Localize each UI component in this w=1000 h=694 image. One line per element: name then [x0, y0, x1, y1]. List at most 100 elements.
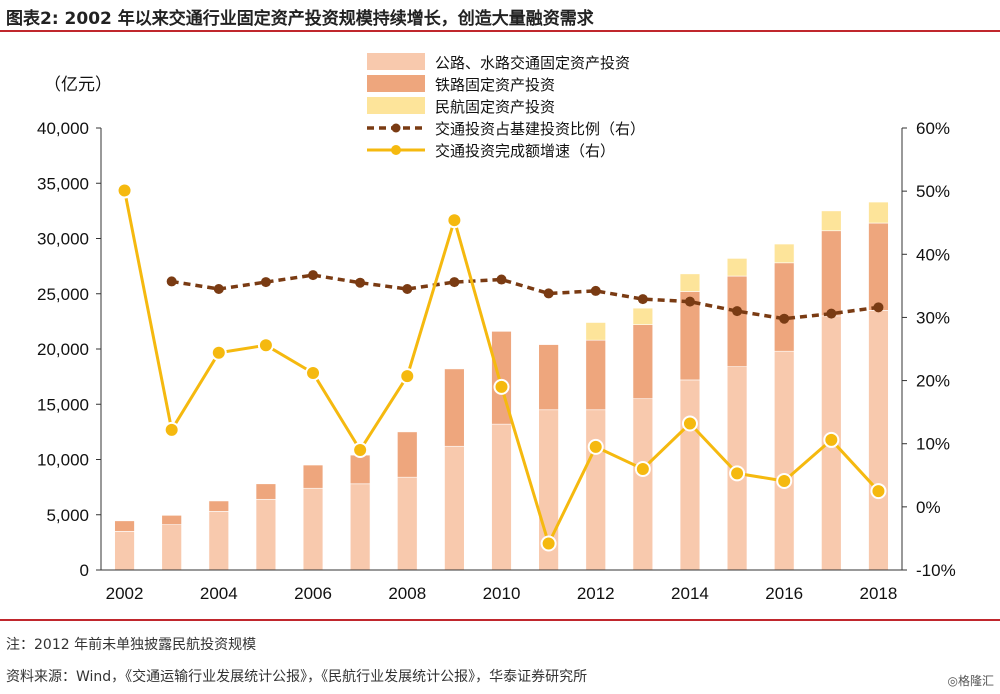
y-tick-label: 5,000 [46, 506, 89, 525]
share-point [166, 276, 177, 287]
growth-point [210, 344, 227, 361]
bar-railway [114, 520, 135, 532]
y-tick-label: 15,000 [37, 395, 89, 414]
bar-highway [208, 511, 229, 571]
bar-railway [208, 500, 229, 512]
bar-highway [302, 487, 324, 571]
growth-point [870, 483, 887, 500]
growth-point [163, 421, 180, 438]
legend-aviation-label: 民航固定资产投资 [435, 98, 555, 116]
growth-point [446, 212, 463, 229]
y2-tick-label: -10% [916, 561, 956, 580]
title-rule [0, 30, 1000, 32]
share-point [637, 294, 648, 305]
legend-growth-line-label: 交通投资完成额增速（右） [435, 142, 615, 160]
bar-aviation [821, 210, 842, 232]
bar-highway [397, 476, 418, 571]
growth-point [634, 460, 651, 477]
growth-point [729, 465, 746, 482]
legend-highway-label: 公路、水路交通固定资产投资 [435, 54, 630, 72]
y-tick-label: 25,000 [37, 285, 89, 304]
y-axis-label: （亿元） [44, 75, 112, 94]
bar-highway [349, 483, 371, 571]
y-tick-label: 40,000 [37, 119, 89, 138]
bar-highway [491, 423, 512, 571]
bar-aviation [679, 273, 701, 292]
x-tick-label: 2002 [106, 584, 144, 603]
bar-highway [679, 379, 701, 571]
share-point [826, 308, 837, 319]
bar-aviation [774, 243, 795, 264]
growth-point [257, 337, 274, 354]
share-point [873, 302, 884, 313]
growth-point [305, 364, 322, 381]
y-tick-label: 30,000 [37, 230, 89, 249]
bar-highway [632, 398, 654, 571]
bar-railway [868, 222, 889, 311]
bar-railway [821, 230, 842, 317]
legend-railway-swatch [367, 75, 425, 92]
legend-share-line-marker [391, 123, 401, 133]
bar-railway [444, 368, 465, 447]
bar-railway [774, 262, 795, 352]
bar-aviation [868, 201, 889, 224]
growth-point [823, 431, 840, 448]
share-point [449, 277, 460, 288]
bar-railway [349, 454, 371, 485]
share-point [308, 270, 319, 281]
bar-aviation [585, 322, 606, 341]
source-text: 资料来源：Wind，《交通运输行业发展统计公报》，《民航行业发展统计公报》，华泰… [6, 669, 588, 685]
share-point [543, 288, 554, 299]
bar-highway [114, 531, 135, 571]
x-tick-label: 2004 [200, 584, 238, 603]
legend-aviation-swatch [367, 97, 425, 114]
share-point [779, 313, 790, 324]
y2-tick-label: 40% [916, 245, 950, 264]
bar-aviation [632, 307, 654, 325]
share-line [171, 273, 879, 321]
bar-highway [255, 498, 277, 571]
x-tick-label: 2010 [483, 584, 521, 603]
growth-point [493, 378, 510, 395]
x-tick-label: 2014 [671, 584, 709, 603]
x-tick-label: 2016 [765, 584, 803, 603]
bar-highway [444, 445, 465, 571]
footer-rule [0, 619, 1000, 621]
legend-highway-swatch [367, 53, 425, 70]
x-tick-label: 2008 [388, 584, 426, 603]
legend-share-line-label: 交通投资占基建投资比例（右） [435, 120, 645, 138]
bar-highway [774, 350, 795, 571]
watermark: ◎格隆汇 [947, 674, 994, 688]
growth-point [352, 442, 369, 459]
chart-note: 注：2012 年前未单独披露民航投资规模 [6, 637, 257, 653]
bar-highway [585, 409, 606, 571]
y2-tick-label: 10% [916, 435, 950, 454]
growth-point [540, 535, 557, 552]
share-point [496, 274, 507, 285]
y2-tick-label: 30% [916, 308, 950, 327]
bar-railway [161, 515, 182, 525]
bar-highway [161, 524, 182, 571]
y2-tick-label: 60% [916, 119, 950, 138]
legend-railway-label: 铁路固定资产投资 [435, 76, 555, 94]
share-point [213, 284, 224, 295]
share-point [260, 277, 271, 288]
growth-point [587, 438, 604, 455]
y-tick-label: 35,000 [37, 174, 89, 193]
bar-railway [726, 275, 748, 367]
y2-tick-label: 20% [916, 372, 950, 391]
x-tick-label: 2018 [860, 584, 898, 603]
bar-railway [632, 324, 654, 400]
x-tick-label: 2012 [577, 584, 615, 603]
growth-point [776, 472, 793, 489]
bar-railway [302, 464, 324, 489]
share-point [402, 284, 413, 295]
y2-tick-label: 50% [916, 182, 950, 201]
bar-railway [397, 431, 418, 478]
growth-point [399, 368, 416, 385]
share-point [684, 296, 695, 307]
bar-highway [868, 310, 889, 571]
bar-railway [585, 339, 606, 411]
figure-title: 图表2: 2002 年以来交通行业固定资产投资规模持续增长，创造大量融资需求 [6, 9, 594, 29]
